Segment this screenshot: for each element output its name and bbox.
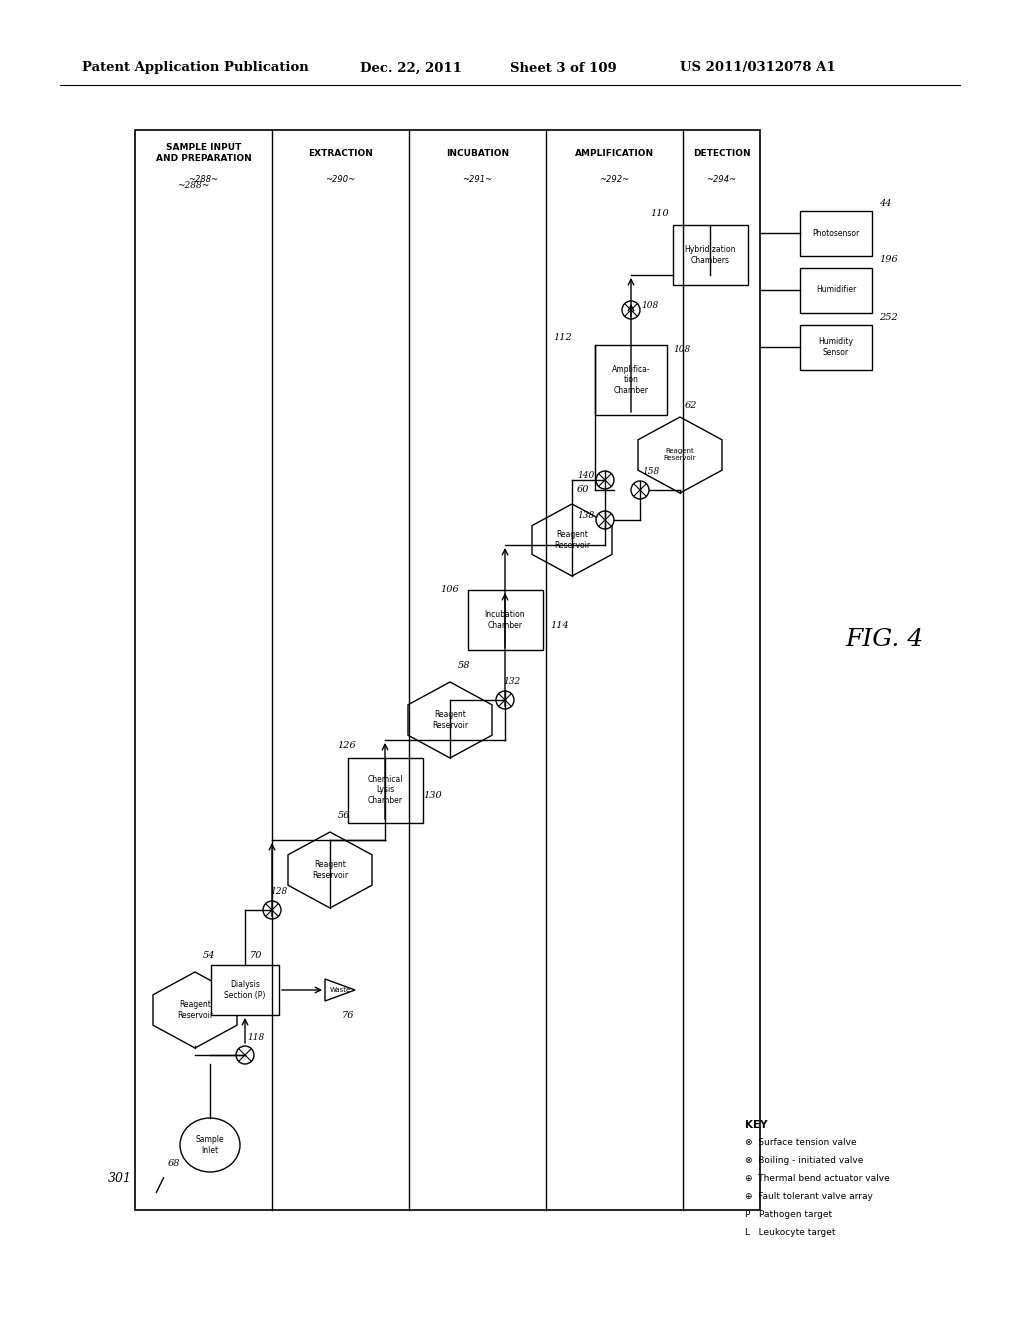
Polygon shape bbox=[638, 417, 722, 492]
Text: US 2011/0312078 A1: US 2011/0312078 A1 bbox=[680, 62, 836, 74]
Text: 70: 70 bbox=[250, 950, 262, 960]
Text: Amplifica-
tion
Chamber: Amplifica- tion Chamber bbox=[611, 366, 650, 395]
Circle shape bbox=[631, 480, 649, 499]
Circle shape bbox=[596, 471, 614, 488]
Polygon shape bbox=[408, 682, 492, 758]
Circle shape bbox=[496, 690, 514, 709]
Text: 54: 54 bbox=[203, 950, 215, 960]
Polygon shape bbox=[325, 979, 355, 1001]
Text: 58: 58 bbox=[458, 660, 470, 669]
Text: 44: 44 bbox=[879, 198, 892, 207]
Text: 158: 158 bbox=[642, 467, 659, 477]
Text: Reagent
Reservoir: Reagent Reservoir bbox=[554, 531, 590, 549]
Text: Dialysis
Section (P): Dialysis Section (P) bbox=[224, 981, 265, 999]
Bar bbox=[468, 590, 543, 649]
Text: 140: 140 bbox=[577, 470, 594, 479]
Text: Chemical
Lysis
Chamber: Chemical Lysis Chamber bbox=[368, 775, 402, 805]
Text: 62: 62 bbox=[685, 400, 697, 409]
Text: 60: 60 bbox=[577, 486, 590, 495]
Text: 196: 196 bbox=[879, 256, 898, 264]
Text: ⊗  Boiling - initiated valve: ⊗ Boiling - initiated valve bbox=[745, 1156, 863, 1166]
Text: INCUBATION: INCUBATION bbox=[445, 149, 509, 157]
Text: Sample
Inlet: Sample Inlet bbox=[196, 1135, 224, 1155]
Text: Humidifier: Humidifier bbox=[816, 285, 856, 294]
Text: 301: 301 bbox=[108, 1172, 132, 1184]
Text: 56: 56 bbox=[338, 810, 350, 820]
Bar bbox=[800, 325, 872, 370]
Ellipse shape bbox=[180, 1118, 240, 1172]
Text: 76: 76 bbox=[342, 1011, 354, 1020]
Polygon shape bbox=[288, 832, 372, 908]
Text: 138: 138 bbox=[577, 511, 594, 520]
Text: 132: 132 bbox=[503, 677, 520, 686]
Bar bbox=[211, 965, 279, 1015]
Circle shape bbox=[236, 1045, 254, 1064]
Bar bbox=[673, 224, 748, 285]
Text: ~294~: ~294~ bbox=[707, 176, 736, 185]
Bar bbox=[135, 129, 760, 1210]
Text: 126: 126 bbox=[337, 741, 355, 750]
Text: ⊕  Fault tolerant valve array: ⊕ Fault tolerant valve array bbox=[745, 1192, 872, 1201]
Text: 112: 112 bbox=[553, 333, 571, 342]
Bar bbox=[800, 268, 872, 313]
Text: ~292~: ~292~ bbox=[599, 176, 630, 185]
Text: 114: 114 bbox=[550, 620, 568, 630]
Bar bbox=[595, 345, 667, 414]
Text: Humidity
Sensor: Humidity Sensor bbox=[818, 338, 853, 356]
Polygon shape bbox=[532, 504, 612, 576]
Circle shape bbox=[622, 301, 640, 319]
Text: Dec. 22, 2011: Dec. 22, 2011 bbox=[360, 62, 462, 74]
Text: ~291~: ~291~ bbox=[463, 176, 493, 185]
Polygon shape bbox=[153, 972, 237, 1048]
Text: Sheet 3 of 109: Sheet 3 of 109 bbox=[510, 62, 616, 74]
Text: DETECTION: DETECTION bbox=[692, 149, 751, 157]
Text: 118: 118 bbox=[247, 1032, 264, 1041]
Text: Reagent
Reservoir: Reagent Reservoir bbox=[177, 1001, 213, 1019]
Text: Incubation
Chamber: Incubation Chamber bbox=[484, 610, 525, 630]
Text: SAMPLE INPUT
AND PREPARATION: SAMPLE INPUT AND PREPARATION bbox=[156, 143, 251, 164]
Bar bbox=[800, 210, 872, 256]
Text: ~288~: ~288~ bbox=[188, 176, 218, 185]
Text: ⊗  Surface tension valve: ⊗ Surface tension valve bbox=[745, 1138, 857, 1147]
Text: 68: 68 bbox=[168, 1159, 180, 1167]
Text: 108: 108 bbox=[673, 346, 690, 355]
Text: 106: 106 bbox=[440, 586, 459, 594]
Text: Reagent
Reservoir: Reagent Reservoir bbox=[432, 710, 468, 730]
Text: 252: 252 bbox=[879, 313, 898, 322]
Text: Patent Application Publication: Patent Application Publication bbox=[82, 62, 309, 74]
Text: Hybridization
Chambers: Hybridization Chambers bbox=[684, 246, 736, 265]
Text: 130: 130 bbox=[423, 791, 441, 800]
Text: L   Leukocyte target: L Leukocyte target bbox=[745, 1228, 836, 1237]
Text: 108: 108 bbox=[641, 301, 658, 309]
Text: 128: 128 bbox=[270, 887, 288, 896]
Text: KEY: KEY bbox=[745, 1119, 768, 1130]
Text: EXTRACTION: EXTRACTION bbox=[308, 149, 373, 157]
Text: ⊕  Thermal bend actuator valve: ⊕ Thermal bend actuator valve bbox=[745, 1173, 890, 1183]
Text: ~288~: ~288~ bbox=[177, 181, 210, 190]
Text: P   Pathogen target: P Pathogen target bbox=[745, 1210, 833, 1218]
Text: Reagent
Reservoir: Reagent Reservoir bbox=[664, 449, 696, 462]
Text: AMPLIFICATION: AMPLIFICATION bbox=[574, 149, 654, 157]
Text: Photosensor: Photosensor bbox=[812, 228, 859, 238]
Text: Reagent
Reservoir: Reagent Reservoir bbox=[312, 861, 348, 879]
Circle shape bbox=[263, 902, 281, 919]
Text: ~290~: ~290~ bbox=[326, 176, 355, 185]
Bar bbox=[347, 758, 423, 822]
Text: 110: 110 bbox=[650, 209, 669, 218]
Text: Waste: Waste bbox=[330, 987, 350, 993]
Circle shape bbox=[596, 511, 614, 529]
Text: FIG. 4: FIG. 4 bbox=[845, 628, 924, 652]
